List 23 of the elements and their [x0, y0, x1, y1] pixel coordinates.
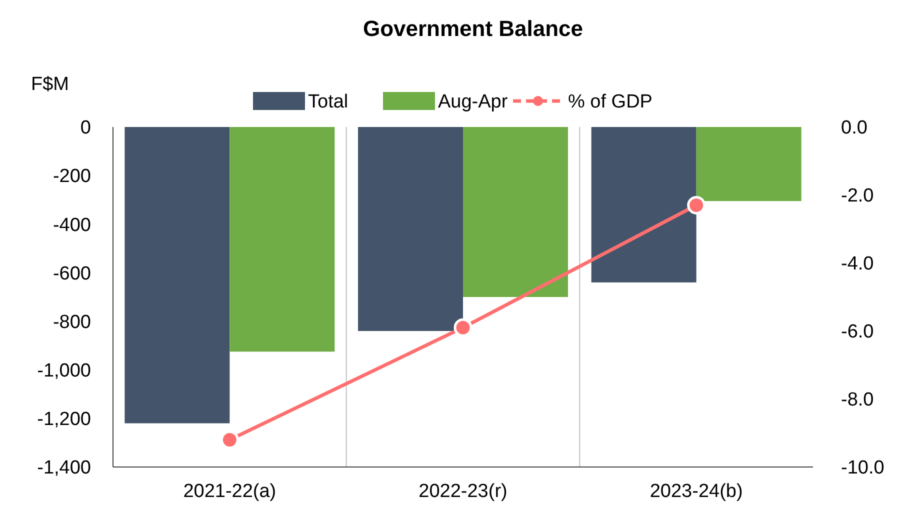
- y-tick-label: -400: [52, 214, 91, 236]
- chart-title: Government Balance: [362, 16, 584, 41]
- y2-tick-label: -4.0: [841, 254, 874, 275]
- y2-tick-label: 0.0: [841, 118, 868, 139]
- y-tick-label: -200: [52, 166, 91, 188]
- y-tick-label: -600: [52, 263, 91, 284]
- y2-tick-label: -6.0: [841, 322, 874, 343]
- y-tick-label: 0: [80, 118, 91, 139]
- y-axis-title: F$M: [31, 74, 69, 95]
- x-tick-label: 2022-23(r): [418, 481, 508, 502]
- legend-label: % of GDP: [568, 92, 652, 113]
- point: [687, 196, 706, 214]
- y-tick-label: -1,000: [37, 360, 91, 382]
- y2-tick-label: -8.0: [841, 390, 874, 411]
- y-tick-label: -1,400: [37, 458, 91, 479]
- y-tick-label: -800: [52, 312, 91, 333]
- y-tick-label: -1,200: [37, 409, 91, 430]
- x-tick-label: 2023-24(b): [650, 481, 743, 502]
- y2-tick-label: -10.0: [841, 458, 884, 479]
- x-tick-label: 2021-22(a): [183, 481, 276, 502]
- legend-label: Aug-Apr: [438, 92, 508, 113]
- legend-label: Total: [308, 92, 348, 113]
- y2-tick-label: -2.0: [841, 186, 874, 207]
